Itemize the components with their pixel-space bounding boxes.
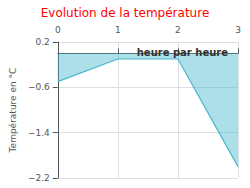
svg-text:−1.4: −1.4 [28,128,50,138]
svg-text:heure par heure: heure par heure [137,47,228,58]
svg-text:0.2: 0.2 [35,37,49,47]
svg-text:0: 0 [55,25,61,35]
svg-text:3: 3 [235,25,241,35]
svg-text:1: 1 [115,25,121,35]
svg-text:Température en °C: Température en °C [8,68,18,154]
svg-text:2: 2 [175,25,181,35]
svg-text:Evolution de la température: Evolution de la température [41,6,210,20]
svg-text:−2.2: −2.2 [28,173,50,183]
svg-text:−0.6: −0.6 [28,82,50,92]
